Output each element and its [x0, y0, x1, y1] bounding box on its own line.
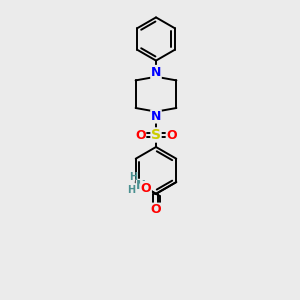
- Text: O: O: [166, 128, 177, 142]
- Text: S: S: [151, 128, 161, 142]
- Text: H: H: [127, 185, 135, 195]
- Text: N: N: [151, 65, 161, 79]
- Text: H: H: [129, 172, 137, 182]
- Text: O: O: [135, 128, 146, 142]
- Text: O: O: [141, 182, 151, 194]
- Text: N: N: [151, 110, 161, 123]
- Text: N: N: [136, 179, 146, 192]
- Text: O: O: [150, 203, 161, 216]
